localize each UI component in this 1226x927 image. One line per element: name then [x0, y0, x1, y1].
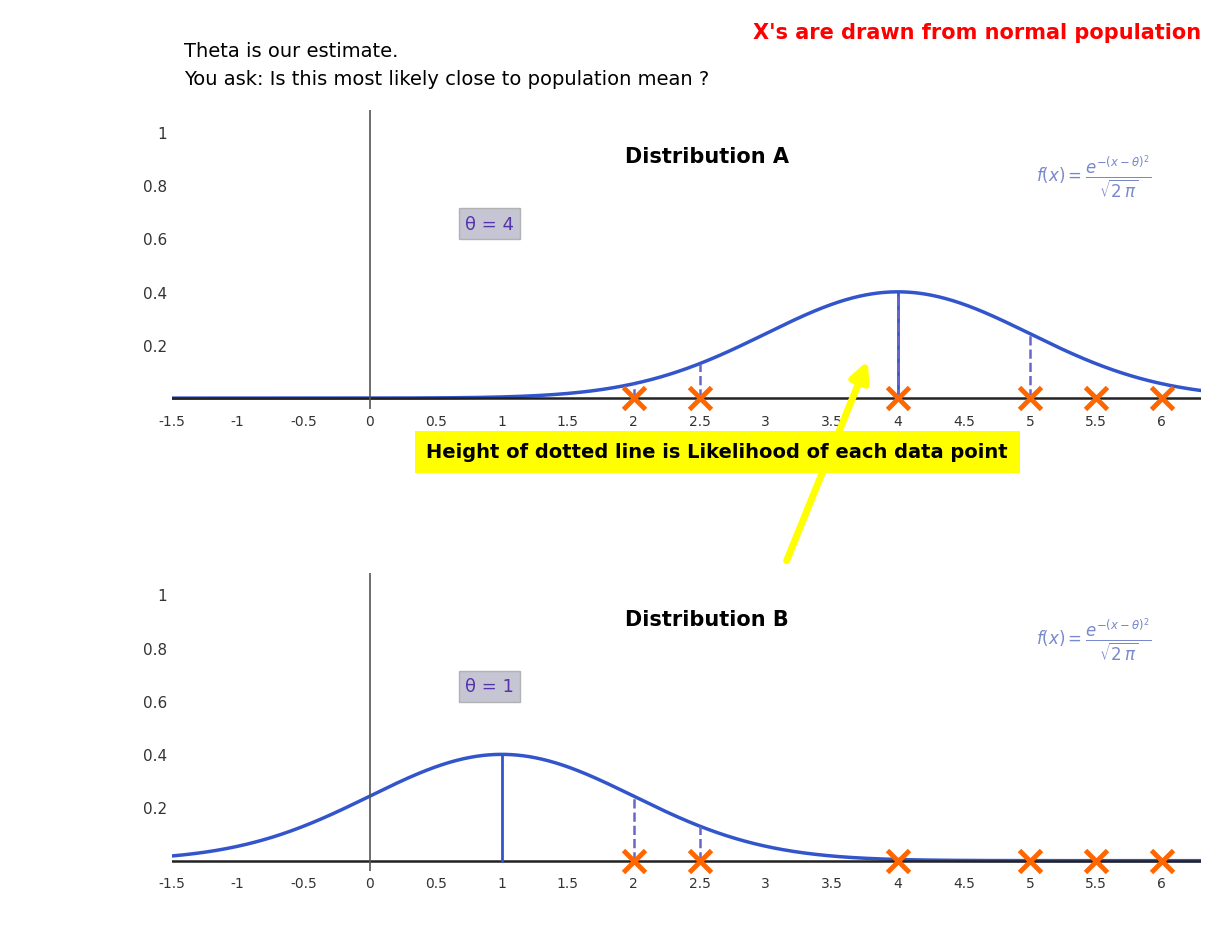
- Text: θ = 4: θ = 4: [465, 215, 514, 234]
- Text: Theta is our estimate.: Theta is our estimate.: [184, 42, 398, 60]
- Text: Distribution A: Distribution A: [625, 147, 788, 167]
- Text: You ask: Is this most likely close to population mean ?: You ask: Is this most likely close to po…: [184, 70, 709, 88]
- Text: θ = 1: θ = 1: [465, 678, 514, 695]
- Text: $f(x) = \dfrac{e^{-(x-\theta)^2}}{\sqrt{2\,\pi}}$: $f(x) = \dfrac{e^{-(x-\theta)^2}}{\sqrt{…: [1036, 616, 1151, 662]
- Text: $f(x) = \dfrac{e^{-(x-\theta)^2}}{\sqrt{2\,\pi}}$: $f(x) = \dfrac{e^{-(x-\theta)^2}}{\sqrt{…: [1036, 154, 1151, 200]
- Text: Height of dotted line is Likelihood of each data point: Height of dotted line is Likelihood of e…: [427, 443, 1008, 462]
- Text: Distribution B: Distribution B: [625, 609, 788, 629]
- Text: X's are drawn from normal population: X's are drawn from normal population: [753, 23, 1201, 44]
